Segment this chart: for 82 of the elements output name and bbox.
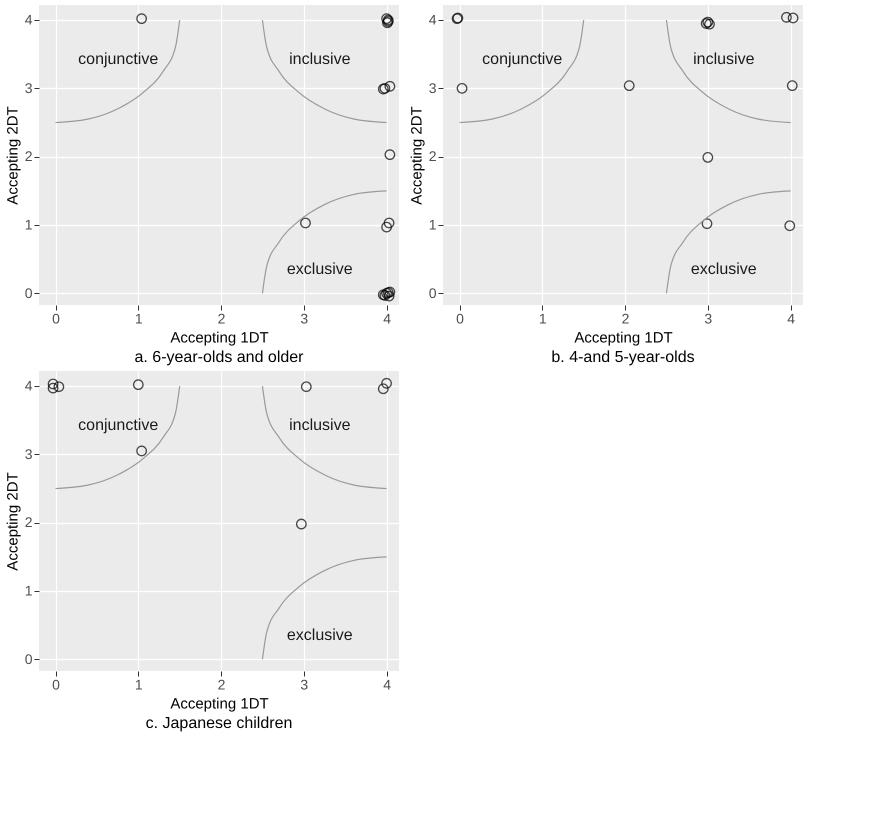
annotation: conjunctive	[482, 51, 562, 68]
point	[381, 222, 392, 232]
point	[300, 381, 312, 392]
x-tick-label: 1	[134, 676, 143, 692]
y-tick-label: 0	[24, 650, 33, 667]
point	[136, 13, 148, 24]
x-tick-label: 1	[134, 310, 143, 326]
y-tick-label: 1	[24, 216, 33, 233]
y-tick-label: 4	[24, 378, 33, 394]
line-series	[666, 19, 792, 124]
y-tick-label: 3	[428, 80, 437, 96]
point	[456, 82, 468, 94]
y-axis-title: Accepting 2DT	[408, 106, 426, 205]
y-tick-label: 4	[24, 12, 33, 28]
x-tick-label: 2	[218, 676, 226, 692]
annotation: conjunctive	[78, 51, 158, 68]
point	[384, 290, 394, 302]
point	[48, 378, 58, 390]
line-series	[262, 385, 388, 490]
point	[702, 218, 712, 230]
x-tick-label: 0	[456, 310, 464, 326]
x-axis-title: Accepting 1DT	[170, 696, 269, 712]
x-tick-label: 4	[787, 310, 796, 326]
text: c. Japanese children	[146, 715, 292, 732]
point	[296, 518, 307, 530]
point	[781, 12, 792, 23]
x-tick-label: 3	[704, 310, 712, 326]
text: b. 4-and 5-year-olds	[551, 349, 695, 366]
y-tick-label: 1	[24, 582, 33, 599]
line-series	[458, 19, 584, 124]
point	[786, 80, 798, 92]
text: a. 6-year-olds and older	[134, 349, 304, 366]
point	[136, 446, 148, 456]
point	[132, 379, 144, 390]
x-axis-title: Accepting 1DT	[574, 330, 673, 346]
point	[702, 152, 714, 163]
y-tick-label: 0	[24, 284, 33, 301]
point	[784, 220, 796, 232]
point	[378, 383, 389, 394]
x-tick-label: 1	[538, 310, 547, 326]
x-tick-label: 0	[52, 310, 60, 326]
point	[788, 12, 798, 24]
annotation: exclusive	[286, 627, 353, 644]
line-series	[262, 19, 388, 124]
annotation: inclusive	[693, 51, 755, 68]
line-series	[262, 190, 388, 294]
y-tick-label: 3	[24, 446, 33, 462]
x-tick-label: 4	[383, 676, 392, 692]
line-series	[262, 556, 388, 660]
line-series	[54, 385, 180, 490]
point	[300, 218, 311, 228]
x-tick-label: 0	[52, 676, 60, 692]
line-series	[54, 19, 180, 124]
x-tick-label: 2	[622, 310, 630, 326]
y-axis-title: Accepting 2DT	[4, 472, 22, 571]
y-tick-label: 2	[24, 148, 33, 164]
y-tick-label: 1	[428, 216, 437, 233]
x-tick-label: 4	[383, 310, 392, 326]
x-axis-title: Accepting 1DT	[170, 330, 269, 346]
y-axis-title: Accepting 2DT	[4, 106, 22, 205]
line-series	[666, 190, 792, 294]
x-tick-label: 2	[218, 310, 226, 326]
point	[53, 381, 64, 392]
point	[624, 80, 635, 92]
point	[381, 378, 392, 389]
y-tick-label: 0	[428, 284, 437, 301]
x-tick-label: 3	[300, 310, 308, 326]
point	[384, 80, 396, 92]
annotation: exclusive	[286, 261, 353, 278]
point	[384, 218, 394, 228]
x-tick-label: 3	[300, 676, 308, 692]
annotation: exclusive	[690, 261, 757, 278]
point	[704, 18, 715, 30]
annotation: inclusive	[289, 417, 351, 434]
annotation: inclusive	[289, 51, 351, 68]
y-tick-label: 4	[428, 12, 437, 28]
annotation: conjunctive	[78, 417, 158, 434]
point	[384, 149, 396, 160]
y-tick-label: 3	[24, 80, 33, 96]
y-tick-label: 2	[24, 514, 33, 530]
y-tick-label: 2	[428, 148, 437, 164]
point	[48, 382, 58, 394]
